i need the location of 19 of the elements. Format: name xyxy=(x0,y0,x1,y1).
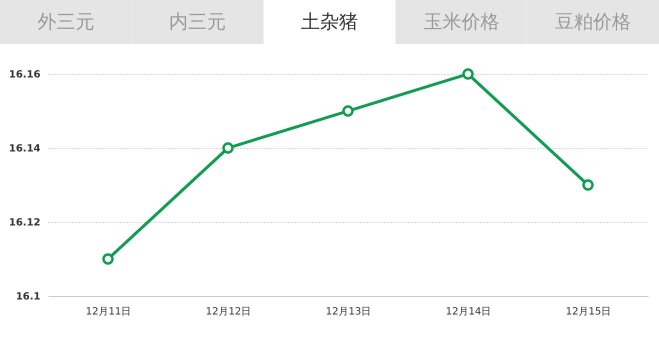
y-tick-label: 16.14 xyxy=(8,144,41,154)
x-tick-label: 12月15日 xyxy=(566,306,612,318)
chart-title: 土杂猪 xyxy=(301,11,358,33)
y-tick-label: 16.16 xyxy=(8,70,41,80)
point xyxy=(222,142,234,154)
x-tick-label: 12月14日 xyxy=(446,306,492,318)
x-tick-label: 12月12日 xyxy=(206,306,252,318)
point xyxy=(102,253,114,265)
point xyxy=(582,179,594,191)
x-tick-label: 12月11日 xyxy=(86,306,132,318)
text: 外三元 xyxy=(37,11,94,33)
text: 玉米价格 xyxy=(423,11,500,33)
text: 豆粕价格 xyxy=(555,11,632,33)
point xyxy=(342,105,354,117)
point xyxy=(462,68,474,80)
y-tick-label: 16.1 xyxy=(16,292,41,302)
x-tick-label: 12月13日 xyxy=(326,306,372,318)
y-tick-label: 16.12 xyxy=(8,218,41,228)
text: 内三元 xyxy=(169,11,226,33)
